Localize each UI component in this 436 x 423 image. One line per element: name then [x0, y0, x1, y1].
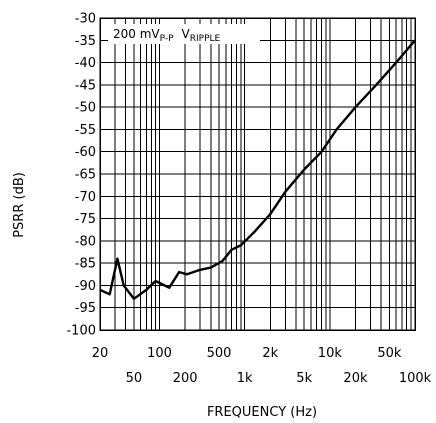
y-tick-label: -35	[75, 34, 96, 49]
y-tick-label: -60	[75, 145, 96, 160]
y-tick-label: -65	[75, 168, 96, 183]
y-tick-label: -30	[75, 12, 96, 27]
x-tick-label: 20	[92, 346, 109, 361]
x-tick-label: 500	[207, 346, 232, 361]
x-axis-label: FREQUENCY (Hz)	[207, 405, 317, 420]
y-tick-label: -85	[75, 257, 96, 272]
x-tick-labels: 20 100 500 2k 10k 50k 50 200 1k 5k 20k 100k	[92, 346, 432, 386]
y-tick-label: -75	[75, 212, 96, 227]
y-tick-label: -40	[75, 56, 96, 71]
psrr-series-line	[100, 40, 415, 299]
x-tick-label: 200	[173, 371, 198, 386]
x-tick-label: 2k	[262, 346, 278, 361]
annotation-signal-sub: RIPPLE	[190, 34, 221, 44]
y-tick-label: -70	[75, 190, 96, 205]
y-tick-labels: -30 -35 -40 -45 -50 -55 -60 -65 -70 -75 -80 -85 -90 -…	[66, 12, 96, 339]
x-tick-label: 100k	[399, 371, 432, 386]
x-tick-label: 50	[126, 371, 143, 386]
x-tick-label: 5k	[296, 371, 312, 386]
y-tick-label: -45	[75, 78, 96, 93]
x-tick-label: 20k	[343, 371, 368, 386]
y-tick-label: -50	[75, 101, 96, 116]
y-tick-label: -55	[75, 123, 96, 138]
y-tick-label: -80	[75, 234, 96, 249]
y-tick-label: -95	[75, 301, 96, 316]
x-tick-label: 1k	[237, 371, 253, 386]
y-tick-label: -100	[66, 324, 96, 339]
x-tick-label: 100	[147, 346, 172, 361]
y-axis-label: PSRR (dB)	[12, 172, 27, 238]
annotation-prefix-sub: P-P	[160, 34, 174, 44]
x-tick-label: 50k	[377, 346, 402, 361]
y-tick-label: -90	[75, 279, 96, 294]
grid-layer	[100, 18, 415, 330]
annotation-prefix: 200 mV	[113, 27, 160, 41]
x-tick-label: 10k	[318, 346, 343, 361]
